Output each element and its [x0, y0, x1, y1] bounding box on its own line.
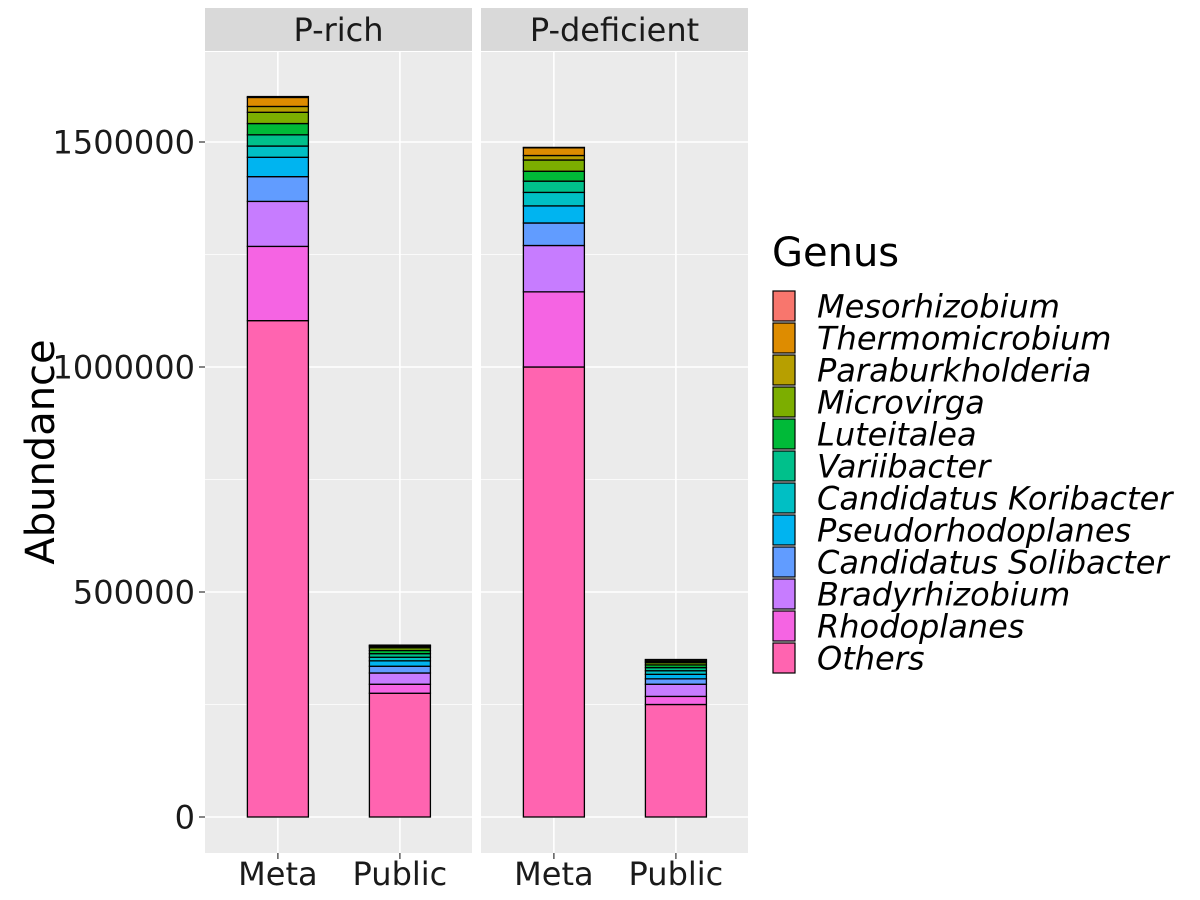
facet-strip	[481, 8, 748, 51]
legend: Genus MesorhizobiumThermomicrobiumParabu…	[772, 230, 1174, 678]
legend-swatch	[772, 290, 796, 322]
facet-strip-label: P-rich	[293, 11, 383, 49]
bar-segment	[644, 678, 708, 685]
bar-segment	[368, 665, 432, 674]
x-tick-label: Public	[629, 855, 724, 893]
bar-segment	[644, 695, 708, 706]
bar-segment	[246, 96, 310, 108]
bar-segment	[522, 191, 586, 207]
y-tick-label: 1000000	[52, 349, 195, 387]
bar-segment	[368, 672, 432, 685]
bar-segment	[246, 111, 310, 125]
legend-swatch	[772, 386, 796, 418]
bar-segment	[522, 222, 586, 247]
legend-swatch	[772, 610, 796, 642]
bar-segment	[246, 200, 310, 248]
panel-background	[481, 52, 748, 853]
bar-segment	[368, 683, 432, 694]
bar-segment	[246, 105, 310, 113]
y-axis-title: Abundance	[18, 339, 64, 564]
x-tick-label: Public	[353, 855, 448, 893]
legend-swatch	[772, 482, 796, 514]
bar-segment	[522, 180, 586, 194]
facet-strip-label: P-deficient	[530, 11, 699, 49]
bar-segment	[522, 147, 586, 157]
bar-segment	[522, 366, 586, 818]
legend-title: Genus	[772, 230, 899, 276]
legend-swatch	[772, 578, 796, 610]
legend-label: Mesorhizobium	[817, 288, 1060, 326]
bar-segment	[522, 205, 586, 224]
panel-background	[205, 52, 472, 853]
axes-layer: Meta Public Meta Public 0 500000 1000000 150000…	[52, 124, 723, 893]
facet-strip	[205, 8, 472, 51]
bar-segment	[522, 291, 586, 368]
y-tick-label: 1500000	[52, 124, 195, 162]
legend-swatch	[772, 514, 796, 546]
legend-label: Rhodoplanes	[817, 608, 1024, 646]
bar-segment	[644, 683, 708, 698]
bar-segment	[246, 122, 310, 136]
legend-label: Microvirga	[817, 384, 985, 422]
legend-swatch	[772, 354, 796, 386]
legend-swatch	[772, 418, 796, 450]
bar-segment	[522, 154, 586, 161]
legend-label: Pseudorhodoplanes	[817, 512, 1131, 550]
bar-segment	[246, 145, 310, 158]
legend-label: Candidatus Koribacter	[817, 480, 1174, 518]
legend-label: Bradyrhizobium	[817, 576, 1070, 614]
bar-segment	[368, 660, 432, 667]
bars-layer	[246, 95, 708, 818]
legend-swatch	[772, 450, 796, 482]
bar-segment	[644, 673, 708, 680]
bar-segment	[522, 159, 586, 172]
legend-label: Others	[817, 640, 925, 678]
x-tick-label: Meta	[514, 855, 593, 893]
bar-segment	[246, 156, 310, 178]
bar-segment	[246, 245, 310, 322]
legend-swatch	[772, 642, 796, 674]
legend-swatch	[772, 546, 796, 578]
y-tick-label: 0	[175, 799, 195, 837]
legend-label: Thermomicrobium	[817, 320, 1111, 358]
y-tick-label: 500000	[73, 574, 195, 612]
bar-segment	[246, 134, 310, 147]
bar-segment	[246, 95, 310, 99]
bar-segment	[522, 244, 586, 293]
bar-segment	[522, 170, 586, 182]
legend-label: Paraburkholderia	[817, 352, 1091, 390]
legend-label: Candidatus Solibacter	[817, 544, 1170, 582]
bar-segment	[644, 703, 708, 818]
legend-label: Variibacter	[817, 448, 992, 486]
bar-segment	[246, 319, 310, 818]
bar-segment	[246, 175, 310, 203]
bar-segment	[368, 692, 432, 818]
legend-label: Luteitalea	[817, 416, 977, 454]
legend-swatch	[772, 322, 796, 354]
x-tick-label: Meta	[238, 855, 317, 893]
